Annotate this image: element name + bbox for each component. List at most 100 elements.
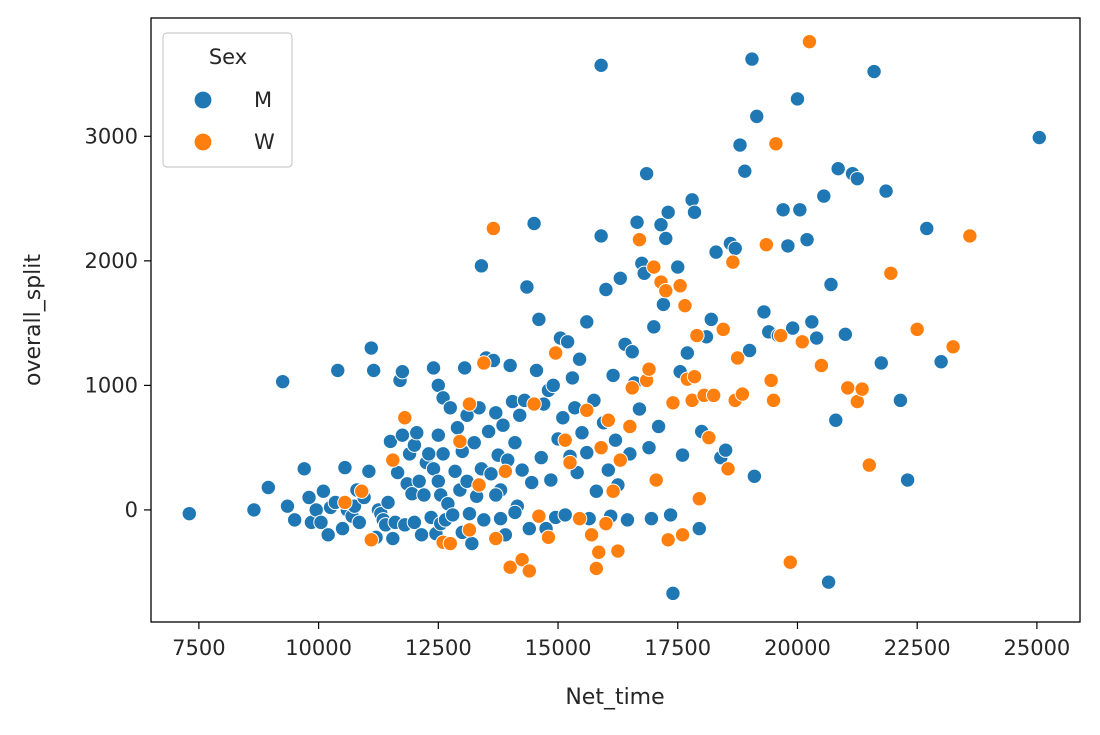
x-axis-ticks: 7500 10000 12500 15000 17500 20000 22500 25000 [172, 622, 1070, 660]
data-point-w [540, 529, 557, 546]
data-point-m [792, 202, 808, 218]
data-point-m [873, 355, 889, 371]
data-point-m [442, 400, 458, 416]
data-point-m [394, 363, 411, 380]
data-point-w [521, 563, 538, 579]
data-point-m [607, 432, 624, 448]
data-point-w [571, 510, 588, 527]
data-point-m [804, 314, 820, 330]
legend-box [162, 32, 293, 168]
data-point-w [605, 483, 621, 499]
data-point-m [533, 449, 549, 466]
data-point-w [452, 433, 468, 450]
data-point-w [622, 418, 638, 435]
data-point-m [600, 462, 617, 478]
data-point-m [447, 463, 463, 480]
data-point-m [514, 462, 530, 478]
data-point-m [480, 423, 497, 440]
data-point-m [816, 188, 832, 204]
data-point-m [502, 357, 518, 374]
x-tick-label: 20000 [764, 636, 831, 660]
data-point-m [406, 514, 423, 531]
data-point-m [351, 514, 368, 531]
data-point-m [746, 468, 763, 484]
data-point-m [488, 405, 504, 421]
data-point-w [624, 380, 640, 396]
data-point-w [502, 559, 518, 575]
y-axis-ticks: 0 1000 2000 3000 [85, 124, 151, 522]
data-point-m [555, 410, 571, 426]
data-point-m [279, 498, 296, 514]
x-axis-label: Net_time [565, 685, 664, 710]
data-point-m [476, 512, 492, 528]
data-point-m [784, 320, 801, 336]
data-point-w [497, 463, 514, 480]
data-point-w [701, 429, 717, 446]
data-point-m [899, 472, 916, 488]
data-point-m [394, 427, 411, 443]
data-point-m [823, 276, 839, 293]
x-tick-label: 15000 [525, 636, 592, 660]
points-layer [181, 33, 1047, 602]
data-point-w [854, 381, 870, 397]
data-point-m [717, 442, 734, 458]
data-point-w [758, 236, 775, 253]
data-point-m [473, 258, 490, 274]
data-point-m [430, 427, 447, 443]
data-point-m [361, 463, 377, 480]
data-point-w [485, 220, 502, 237]
data-point-m [425, 360, 442, 376]
data-point-m [691, 520, 708, 537]
data-point-m [301, 489, 317, 506]
y-axis-label: overall_split [21, 254, 46, 386]
legend-title: Sex [209, 45, 247, 69]
data-point-m [337, 459, 353, 476]
data-point-m [495, 417, 511, 433]
data-point-w [686, 368, 703, 385]
data-point-w [677, 297, 693, 314]
data-point-m [507, 504, 523, 521]
data-point-m [430, 473, 447, 489]
data-point-m [313, 514, 329, 531]
data-point-w [610, 543, 626, 559]
data-point-m [892, 392, 909, 409]
data-point-m [799, 231, 815, 248]
data-point-m [919, 220, 935, 237]
data-point-m [564, 370, 581, 386]
data-point-m [686, 204, 703, 220]
data-point-m [732, 137, 748, 153]
data-point-w [658, 283, 674, 299]
data-point-m [703, 311, 719, 328]
data-point-m [409, 425, 425, 441]
data-point-w [691, 491, 708, 507]
data-point-m [365, 362, 382, 379]
data-point-w [734, 386, 751, 402]
data-point-m [574, 425, 590, 441]
data-point-m [643, 510, 660, 527]
data-point-m [363, 340, 379, 356]
data-point-m [382, 433, 399, 450]
data-point-m [588, 483, 605, 499]
data-point-m [557, 507, 573, 523]
data-point-m [638, 165, 655, 182]
data-point-m [274, 373, 291, 390]
data-point-m [641, 439, 657, 456]
x-tick-label: 10000 [285, 636, 352, 660]
data-point-m [708, 244, 724, 260]
data-point-m [246, 502, 262, 518]
data-point-w [801, 33, 818, 50]
data-point-w [612, 452, 628, 468]
data-point-w [488, 530, 504, 547]
data-point-m [1031, 129, 1047, 146]
data-point-m [624, 344, 640, 360]
data-point-m [531, 311, 547, 328]
legend-marker-m [193, 90, 213, 110]
data-point-m [837, 326, 854, 343]
data-point-m [629, 214, 645, 230]
data-point-w [840, 380, 856, 396]
data-point-w [588, 560, 605, 577]
data-point-w [773, 327, 789, 344]
data-point-w [461, 522, 478, 538]
data-point-w [531, 508, 547, 524]
